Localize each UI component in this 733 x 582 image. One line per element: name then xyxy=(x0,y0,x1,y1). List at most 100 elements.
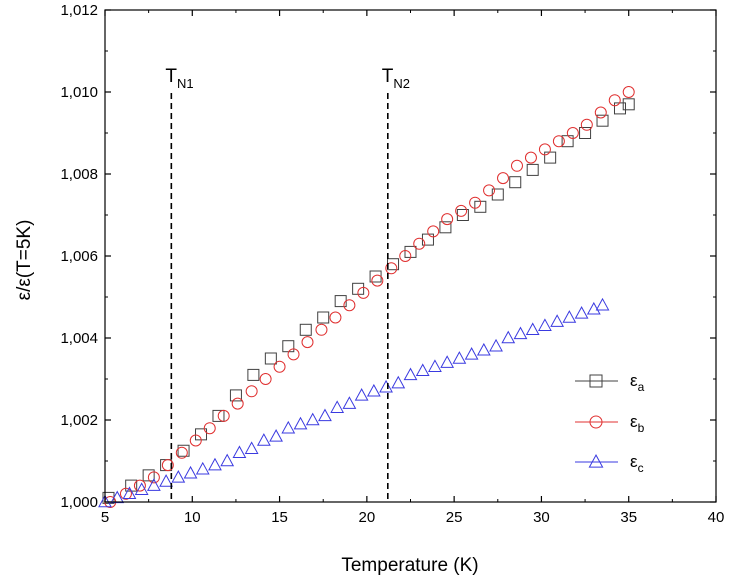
series-c xyxy=(98,297,610,508)
data-point-c xyxy=(354,388,369,401)
data-point-c xyxy=(586,301,601,315)
data-point-a xyxy=(247,368,260,381)
x-tick-label: 15 xyxy=(271,509,288,526)
data-point-a xyxy=(421,233,434,246)
y-tick-label: 1,000 xyxy=(60,494,98,511)
x-tick-label: 10 xyxy=(184,509,201,526)
legend-label-subscript: a xyxy=(638,380,645,394)
data-point-c xyxy=(391,375,406,389)
data-point-a xyxy=(142,469,155,482)
data-point-b xyxy=(455,204,468,217)
data-point-c xyxy=(256,433,271,446)
data-point-c xyxy=(550,314,565,327)
data-point-b xyxy=(147,471,160,484)
y-tick-label: 1,010 xyxy=(60,84,98,101)
data-point-b xyxy=(566,127,579,139)
data-point-a xyxy=(212,409,225,422)
data-point-c xyxy=(489,338,503,352)
data-point-b xyxy=(538,143,551,156)
x-axis-title: Temperature (K) xyxy=(341,555,478,576)
data-point-c xyxy=(269,429,283,442)
legend-label-subscript: c xyxy=(638,461,644,475)
data-point-a xyxy=(509,176,522,189)
data-point-c xyxy=(232,445,247,459)
data-point-c xyxy=(159,474,173,487)
plot-marks xyxy=(98,86,635,508)
data-point-a xyxy=(491,188,504,201)
data-point-b xyxy=(287,348,300,361)
data-point-a xyxy=(613,102,626,115)
data-point-c xyxy=(330,400,345,413)
data-point-a xyxy=(177,444,190,457)
data-point-b xyxy=(343,299,356,312)
data-point-c xyxy=(220,453,235,467)
data-point-a xyxy=(561,135,574,148)
data-point-c xyxy=(342,396,357,409)
data-point-a xyxy=(317,311,330,324)
axes: 5 10 15 20 25 30 35 40 1,000 1,002 1,004 1,006 1,008… xyxy=(60,2,724,526)
data-point-c xyxy=(595,297,610,311)
data-point-c xyxy=(195,461,210,475)
data-point-b xyxy=(189,434,202,447)
data-point-b xyxy=(217,409,230,422)
data-point-c xyxy=(366,383,381,397)
data-point-c xyxy=(415,363,430,377)
data-point-b xyxy=(203,422,216,435)
data-point-c xyxy=(244,441,259,454)
data-point-c xyxy=(476,342,491,356)
data-point-a xyxy=(544,151,557,164)
data-point-c xyxy=(513,326,528,340)
data-point-c xyxy=(440,355,455,368)
data-point-a xyxy=(596,114,609,127)
y-axis-title: ε/ε(T=5K) xyxy=(14,220,35,301)
data-point-a xyxy=(229,389,242,402)
data-point-b xyxy=(329,311,342,324)
data-point-b xyxy=(175,446,188,459)
data-point-b xyxy=(301,336,314,349)
data-point-c xyxy=(305,412,320,426)
data-point-c xyxy=(98,494,112,508)
legend-label-subscript: b xyxy=(638,421,645,435)
data-point-b xyxy=(231,397,244,410)
data-point-b xyxy=(622,86,635,98)
data-point-b xyxy=(315,323,328,336)
data-point-a xyxy=(264,352,277,365)
x-tick-label: 40 xyxy=(708,509,725,526)
data-point-b xyxy=(552,135,565,148)
y-tick-label: 1,012 xyxy=(60,2,98,19)
transition-label-subscript: N1 xyxy=(177,76,194,91)
y-tick-label: 1,004 xyxy=(60,330,98,347)
data-point-c xyxy=(574,306,589,319)
series-b xyxy=(104,86,635,508)
data-point-c xyxy=(110,490,125,504)
y-tick-label: 1,006 xyxy=(60,248,98,265)
data-point-b xyxy=(385,262,398,275)
data-point-c xyxy=(403,367,418,381)
data-point-a xyxy=(282,340,295,353)
legend-label: εb xyxy=(630,412,645,435)
data-point-b xyxy=(259,373,272,385)
data-point-c xyxy=(538,318,552,331)
data-point-c xyxy=(428,359,442,372)
series-a xyxy=(102,98,635,504)
data-point-c xyxy=(379,379,393,393)
legend-entry-c: εc xyxy=(575,452,644,475)
x-tick-label: 30 xyxy=(533,509,550,526)
data-point-c xyxy=(562,310,577,323)
x-tick-label: 20 xyxy=(359,509,376,526)
data-point-b xyxy=(524,151,537,164)
x-tick-label: 5 xyxy=(101,509,109,526)
data-point-c xyxy=(501,330,516,344)
y-tick-label: 1,008 xyxy=(60,166,98,183)
data-point-a xyxy=(622,98,635,111)
data-point-b xyxy=(357,286,370,299)
data-point-b xyxy=(594,106,607,119)
data-point-b xyxy=(427,225,440,238)
data-point-b xyxy=(119,487,132,500)
data-point-a xyxy=(125,479,138,492)
data-point-a xyxy=(439,221,452,234)
legend-label: εc xyxy=(630,452,644,475)
data-point-b xyxy=(371,274,384,287)
data-point-a xyxy=(579,127,592,139)
transition-label-n1: TN1 xyxy=(165,66,193,91)
